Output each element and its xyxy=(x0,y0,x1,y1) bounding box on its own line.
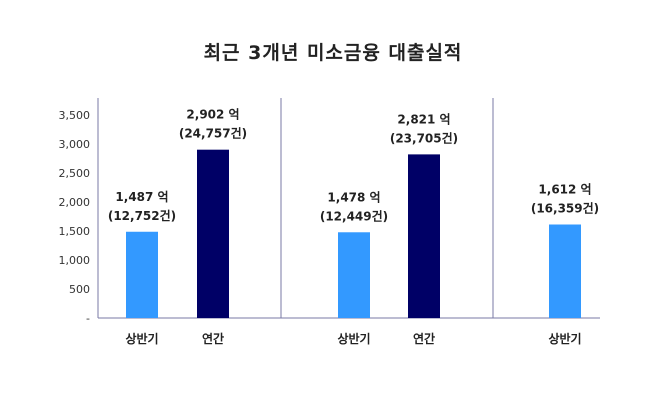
bar xyxy=(549,224,581,318)
data-label-amount: 1,487 억 xyxy=(115,190,168,204)
data-label-count: (16,359건) xyxy=(531,201,599,216)
y-tick-label: 3,500 xyxy=(59,109,91,122)
bar xyxy=(338,232,370,318)
y-tick-label: - xyxy=(86,312,90,325)
bar xyxy=(126,231,158,318)
chart-title: 최근 3개년 미소금융 대출실적 xyxy=(203,42,463,64)
x-category-label: 상반기 xyxy=(125,331,158,346)
data-label-amount: 1,478 억 xyxy=(327,190,380,204)
x-category-label: 연간 xyxy=(202,331,224,346)
y-tick-label: 500 xyxy=(69,283,90,296)
y-tick-label: 1,000 xyxy=(59,254,91,267)
y-tick-label: 3,000 xyxy=(59,138,91,151)
x-category-label: 상반기 xyxy=(337,331,370,346)
bar xyxy=(408,154,440,318)
data-label-amount: 1,612 억 xyxy=(538,183,591,197)
data-label-count: (24,757건) xyxy=(179,126,247,141)
bar xyxy=(197,149,229,318)
x-category-label: 연간 xyxy=(413,331,435,346)
y-tick-label: 2,000 xyxy=(59,196,91,209)
data-label-amount: 2,821 억 xyxy=(397,112,450,126)
data-label-count: (12,752건) xyxy=(108,208,176,223)
data-label-count: (12,449건) xyxy=(320,208,388,223)
data-label-count: (23,705건) xyxy=(390,130,458,145)
y-tick-label: 1,500 xyxy=(59,225,91,238)
x-category-label: 상반기 xyxy=(548,331,581,346)
data-label-amount: 2,902 억 xyxy=(186,108,239,122)
y-tick-label: 2,500 xyxy=(59,167,91,180)
